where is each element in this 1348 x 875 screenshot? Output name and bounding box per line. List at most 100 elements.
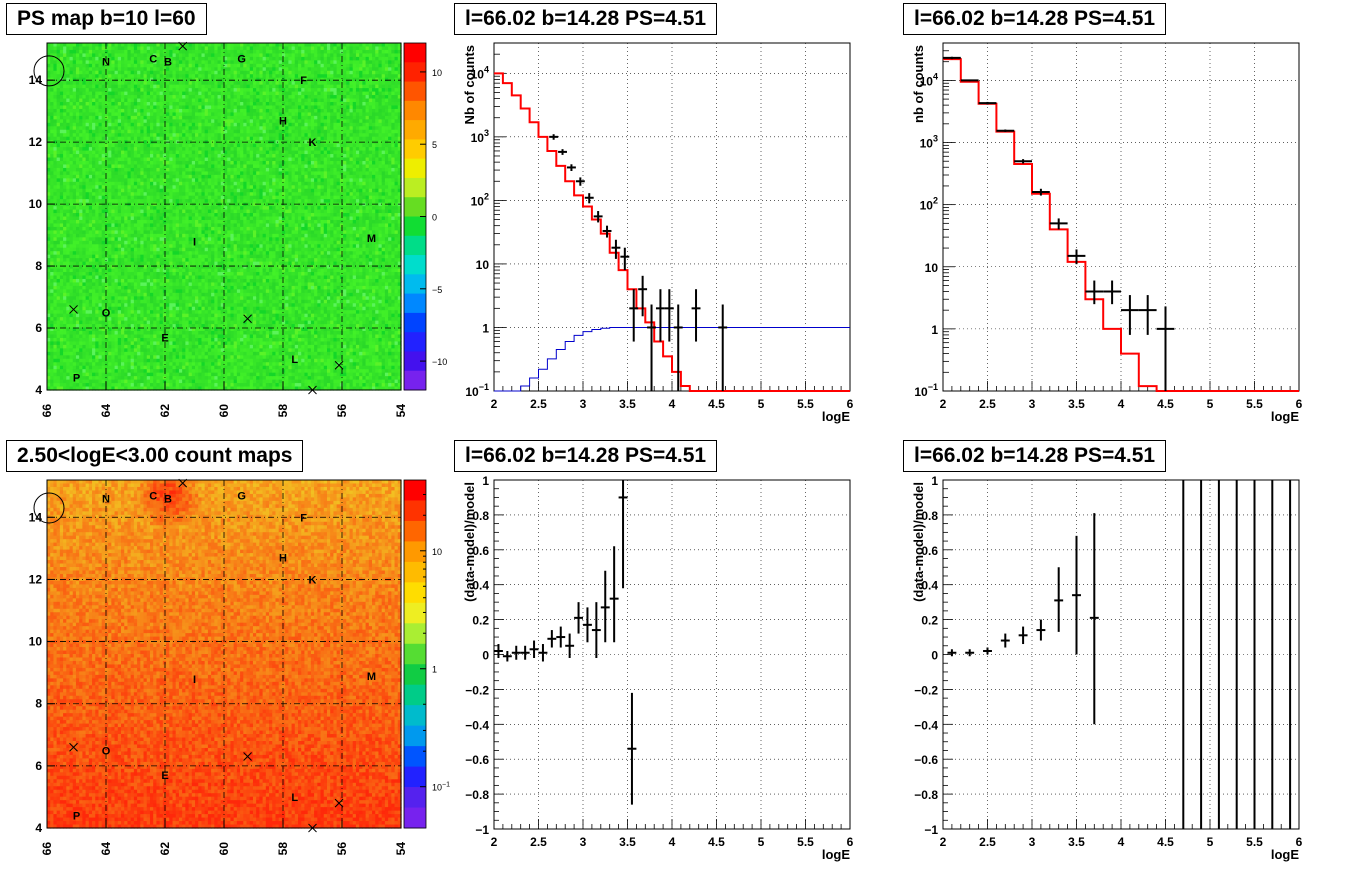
heatmap-panel: 66 64 62 60 58 56 54 4 6 8 10 12 14 N C B G F H K I M O E L P 10 5 0…: [29, 41, 447, 418]
source-marker: [69, 305, 78, 314]
data-point: [511, 645, 521, 660]
data-point: [584, 193, 594, 204]
colorbar-segment: [404, 312, 426, 333]
source-marker: [334, 360, 344, 370]
data-point: [965, 649, 975, 657]
source-marker: [308, 385, 317, 395]
source-label-c: C: [149, 53, 157, 65]
source-label-n: N: [102, 494, 110, 506]
plot-grid: [943, 43, 1299, 391]
colorbar-segment: [404, 480, 426, 501]
data-point: [1138, 295, 1157, 335]
colorbar-tick-label: 0: [432, 213, 437, 223]
x-tick-label: 6: [1296, 397, 1303, 411]
y-tick-label: 0: [931, 649, 938, 663]
y-tick-label: −0.4: [914, 718, 938, 732]
data-point: [1072, 535, 1081, 655]
x-tick-label: 2.5: [979, 835, 996, 849]
y-axis-label: (data-model)/model: [462, 482, 477, 602]
x-tick-label: 3.5: [619, 835, 636, 849]
colorbar-tick-label: 10: [432, 547, 442, 557]
y-tick-label: −0.6: [465, 753, 489, 767]
x-tick-label: 2.5: [530, 397, 547, 411]
source-label-e: E: [161, 332, 168, 344]
source-label-e: E: [161, 770, 168, 782]
data-point: [983, 647, 992, 655]
x-tick-label: 66: [40, 404, 54, 418]
x-tick-label: 6: [1296, 835, 1303, 849]
data-point: [1156, 306, 1175, 391]
data-point: [638, 275, 648, 317]
y-tick-label: 8: [35, 697, 42, 711]
colorbar-segment: [404, 500, 426, 522]
x-tick-label: 4: [669, 397, 676, 411]
data-point: [494, 644, 503, 658]
y-tick-label: 4: [35, 383, 42, 397]
y-tick-label: 0: [482, 649, 489, 663]
y-axis-label: nb of counts: [911, 45, 926, 123]
source-label-f: F: [300, 512, 307, 524]
series-step-1: [494, 326, 850, 392]
colorbar-segment: [404, 370, 426, 391]
y-tick-label: 6: [35, 321, 42, 335]
x-tick-label: 54: [394, 842, 408, 856]
x-tick-label: 2.5: [530, 835, 547, 849]
source-label-n: N: [102, 57, 110, 69]
data-point: [673, 304, 683, 391]
data-point: [620, 247, 630, 271]
y-tick-label: 14: [29, 510, 43, 524]
y-tick-label: 0.2: [472, 614, 489, 628]
data-point: [655, 289, 665, 342]
y-tick-label: −0.8: [465, 788, 489, 802]
x-tick-label: 5.5: [1246, 397, 1263, 411]
y-tick-label: 102: [471, 191, 489, 208]
data-point: [996, 129, 1015, 132]
y-tick-label: 6: [35, 759, 42, 773]
title-ps-map: PS map b=10 l=60: [6, 3, 207, 35]
x-tick-label: 4: [1118, 835, 1125, 849]
colorbar-segment: [404, 664, 426, 686]
y-tick-label: 102: [920, 196, 938, 213]
x-tick-label: 6: [847, 835, 854, 849]
y-tick-label: 104: [920, 71, 938, 88]
x-tick-label: 62: [158, 842, 172, 856]
data-point: [583, 607, 592, 643]
y-tick-label: −0.2: [465, 683, 489, 697]
data-point: [1121, 295, 1139, 335]
x-tick-label: 2.5: [979, 397, 996, 411]
source-label-p: P: [73, 811, 80, 823]
y-tick-label: −1: [924, 823, 938, 837]
y-tick-label: 10: [29, 635, 43, 649]
x-tick-label: 2: [491, 397, 498, 411]
data-point: [664, 289, 674, 342]
y-tick-label: 14: [29, 73, 43, 87]
colorbar-segment: [404, 293, 426, 314]
x-tick-label: 2: [940, 835, 947, 849]
x-tick-label: 4: [1118, 397, 1125, 411]
source-label-h: H: [279, 553, 287, 565]
heatmap-cells: [47, 43, 402, 391]
x-axis-label: logE: [1271, 847, 1299, 862]
x-tick-label: 64: [99, 842, 113, 856]
data-point: [1067, 249, 1086, 265]
colorbar-segment: [404, 623, 426, 645]
colorbar-segment: [404, 602, 426, 624]
x-tick-label: 5.5: [797, 835, 814, 849]
series-step-0: [494, 72, 850, 392]
data-point: [1085, 280, 1104, 305]
x-tick-label: 58: [276, 404, 290, 418]
source-marker: [334, 798, 344, 808]
x-tick-label: 60: [217, 404, 231, 418]
y-tick-label: 10: [925, 261, 939, 275]
x-tick-label: 5: [758, 835, 765, 849]
plot-grid: [943, 480, 1299, 829]
y-tick-label: −0.8: [914, 788, 938, 802]
y-tick-label: 0.8: [472, 509, 489, 523]
data-point: [978, 101, 997, 105]
x-tick-label: 3: [1029, 835, 1036, 849]
colorbar-segment: [404, 62, 426, 83]
colorbar-tick-label: −5: [432, 285, 442, 295]
x-tick-label: 5.5: [797, 397, 814, 411]
